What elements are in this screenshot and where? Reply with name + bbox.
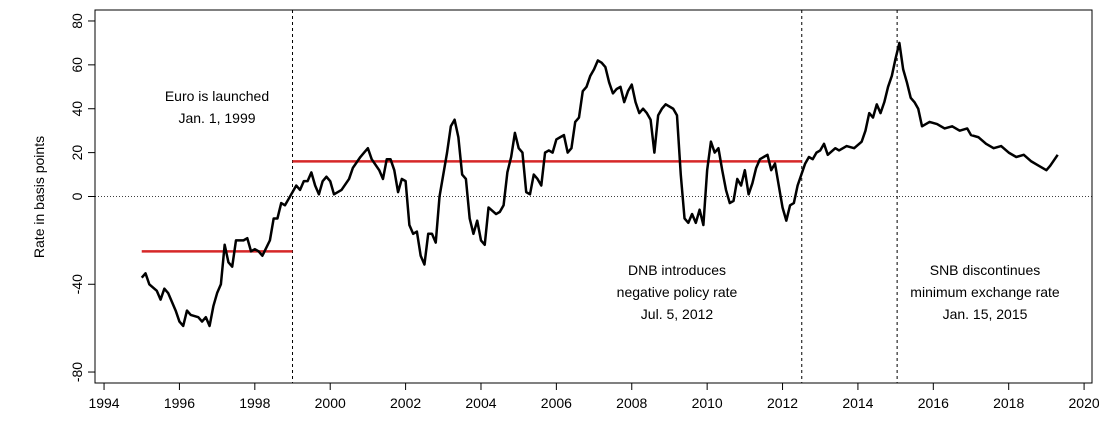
x-tick-label: 2004 — [465, 395, 496, 411]
annotation: Jan. 1, 1999 — [178, 110, 255, 126]
y-tick-label: 40 — [69, 101, 85, 117]
x-tick-label: 2020 — [1069, 395, 1099, 411]
x-tick-label: 2008 — [616, 395, 647, 411]
x-tick-label: 1994 — [88, 395, 119, 411]
y-tick-label: 20 — [69, 145, 85, 161]
annotation: Euro is launched — [165, 88, 269, 104]
annotation: minimum exchange rate — [910, 284, 1060, 300]
y-tick-label: 80 — [69, 13, 85, 29]
y-tick-label: -80 — [69, 362, 85, 382]
line-series — [140, 41, 1059, 328]
y-tick-label: 60 — [69, 57, 85, 73]
x-tick-label: 2006 — [541, 395, 572, 411]
x-tick-label: 1996 — [164, 395, 195, 411]
x-tick-label: 2018 — [993, 395, 1024, 411]
annotation: Jul. 5, 2012 — [641, 306, 714, 322]
annotation: SNB discontinues — [930, 262, 1041, 278]
x-tick-label: 2000 — [315, 395, 346, 411]
annotation: Jan. 15, 2015 — [943, 306, 1028, 322]
x-tick-label: 2002 — [390, 395, 421, 411]
y-tick-label: 0 — [69, 192, 85, 200]
annotation: DNB introduces — [628, 262, 726, 278]
x-tick-label: 2014 — [842, 395, 873, 411]
annotation: negative policy rate — [617, 284, 738, 300]
x-tick-label: 2012 — [767, 395, 798, 411]
x-tick-label: 1998 — [239, 395, 270, 411]
y-axis-label: Rate in basis points — [31, 136, 47, 258]
x-tick-label: 2010 — [692, 395, 723, 411]
x-tick-label: 2016 — [918, 395, 949, 411]
y-tick-label: -40 — [69, 274, 85, 294]
